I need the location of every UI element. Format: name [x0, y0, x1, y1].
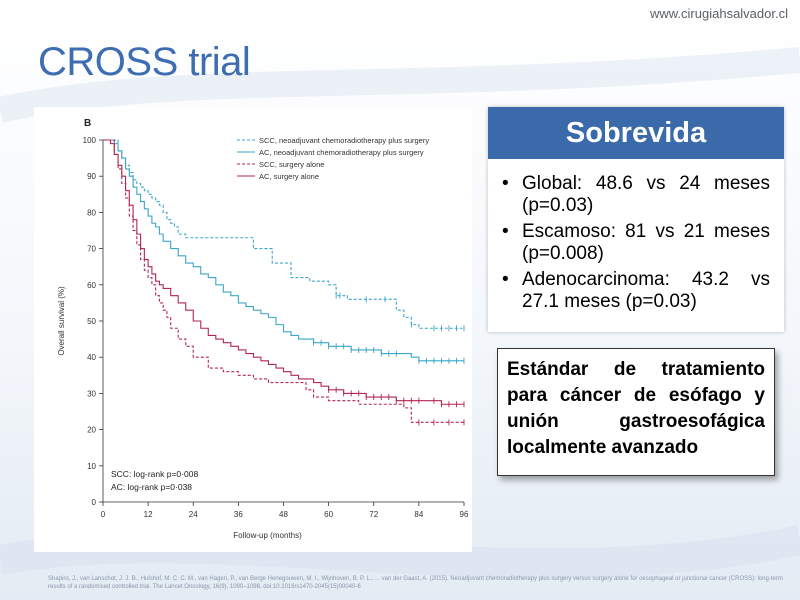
citation: Shapiro, J., van Lanschot, J. J. B., Hul… — [48, 576, 783, 590]
survival-chart-card: B 0 10 20 30 40 50 60 70 80 90 100 0 12 24 36 48 60 72 84 96… — [34, 107, 472, 552]
x-tick-label: 60 — [324, 510, 333, 519]
panel-heading: Sobrevida — [488, 107, 784, 159]
bullet-adenocarcinoma: Adenocarcinoma: 43.2 vs 27.1 meses (p=0.… — [502, 269, 770, 313]
x-tick-label: 0 — [101, 510, 106, 519]
slide-title: CROSS trial — [38, 40, 251, 84]
survival-chart: B 0 10 20 30 40 50 60 70 80 90 100 0 12 24 36 48 60 72 84 96… — [57, 118, 469, 540]
y-tick-label: 50 — [87, 317, 96, 326]
survival-panel: Sobrevida Global: 48.6 vs 24 meses (p=0.… — [488, 107, 784, 332]
series-line-3 — [103, 139, 464, 405]
series-line-0 — [103, 139, 464, 329]
x-tick-label: 84 — [414, 510, 423, 519]
x-tick-label: 12 — [144, 510, 153, 519]
panel-label: B — [84, 118, 91, 129]
y-axis-label: Overall survival (%) — [57, 286, 66, 356]
y-tick-label: 70 — [87, 245, 96, 254]
y-tick-label: 80 — [87, 208, 96, 217]
bullet-escamoso: Escamoso: 81 vs 21 meses (p=0.008) — [502, 221, 770, 265]
x-tick-label: 72 — [369, 510, 378, 519]
series-line-2 — [103, 139, 464, 423]
standard-of-care-box: Estándar de tratamiento para cáncer de e… — [497, 348, 775, 476]
y-tick-label: 10 — [87, 462, 96, 471]
y-tick-label: 30 — [87, 389, 96, 398]
site-url: www.cirugiahsalvador.cl — [649, 6, 788, 21]
y-tick-label: 100 — [83, 136, 97, 145]
legend-label-2: SCC, surgery alone — [259, 160, 324, 169]
log-rank-annotation: AC: log-rank p=0·038 — [111, 482, 192, 492]
x-tick-label: 36 — [234, 510, 243, 519]
legend-label-1: AC, neoadjuvant chemoradiotherapy plus s… — [259, 148, 424, 157]
y-tick-label: 20 — [87, 426, 96, 435]
x-tick-label: 96 — [460, 510, 469, 519]
y-tick-label: 40 — [87, 353, 96, 362]
survival-bullets: Global: 48.6 vs 24 meses (p=0.03) Escamo… — [488, 159, 784, 313]
x-axis-label: Follow-up (months) — [233, 531, 302, 540]
y-tick-label: 90 — [87, 172, 96, 181]
y-tick-label: 60 — [87, 281, 96, 290]
x-tick-label: 48 — [279, 510, 288, 519]
legend-label-3: AC, surgery alone — [259, 172, 319, 181]
log-rank-annotation: SCC: log-rank p=0·008 — [111, 469, 198, 479]
y-tick-label: 0 — [92, 498, 97, 507]
x-tick-label: 24 — [189, 510, 198, 519]
standard-text: Estándar de tratamiento para cáncer de e… — [507, 359, 765, 458]
legend-label-0: SCC, neoadjuvant chemoradiotherapy plus … — [259, 136, 429, 145]
bullet-global: Global: 48.6 vs 24 meses (p=0.03) — [502, 173, 770, 217]
